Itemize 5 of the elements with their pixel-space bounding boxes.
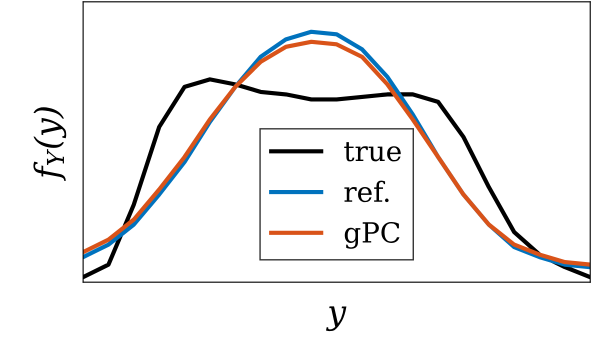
legend-label: gPC: [344, 222, 400, 249]
legend-label: ref.: [344, 180, 389, 202]
y-axis-title: f$_{Y}$(y): [33, 107, 66, 182]
legend-label: true: [344, 142, 401, 162]
x-axis-title: y: [326, 306, 346, 332]
